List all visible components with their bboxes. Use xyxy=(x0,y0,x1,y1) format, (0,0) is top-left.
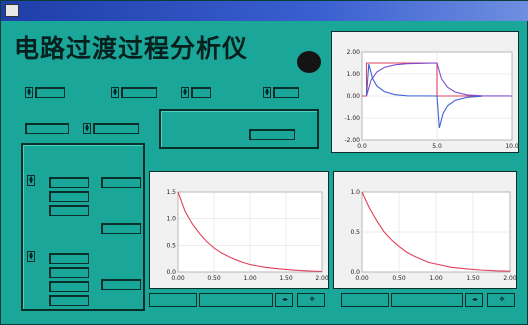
y-tick-label: 0.00 xyxy=(347,93,361,100)
x-tick-label: 5.0 xyxy=(432,143,442,150)
stepper-top-2[interactable]: ▲ ▼ xyxy=(111,87,119,98)
field-top-3[interactable] xyxy=(191,87,211,98)
x-tick-label: 1.50 xyxy=(466,275,480,282)
left-plot-readout xyxy=(199,293,273,307)
app-title: 电路过渡过程分析仪 xyxy=(14,34,249,63)
left-field-4[interactable] xyxy=(49,205,89,216)
left-control-panel: ▲ ▼ ▲ ▼ xyxy=(21,143,145,311)
right-plot-stepper[interactable]: ◂▸ xyxy=(465,293,483,307)
input-signal-panel: 0.0 5.0 10.0 2.00 1.00 0.00 -1.00 -2.00 xyxy=(331,31,519,153)
x-tick-label: 1.00 xyxy=(243,275,257,282)
y-tick-label: 0.0 xyxy=(166,269,176,276)
y-tick-label: 0.5 xyxy=(350,229,360,236)
left-field-6[interactable] xyxy=(49,253,89,264)
circuit-value-field[interactable] xyxy=(249,129,295,140)
left-plot-stepper[interactable]: ◂▸ xyxy=(275,293,293,307)
x-tick-label: 0.50 xyxy=(392,275,406,282)
left-field-2[interactable] xyxy=(101,177,141,188)
field-top-2[interactable] xyxy=(121,87,157,98)
left-plot-cursor[interactable] xyxy=(149,293,197,307)
y-tick-label: 0.5 xyxy=(166,242,176,249)
left-field-1[interactable] xyxy=(49,177,89,188)
x-tick-label: 2.00 xyxy=(503,275,517,282)
right-plot-zoom-icon[interactable]: ✥ xyxy=(487,293,515,307)
transient-curve-panel: 0.00 0.50 1.00 1.50 2.00 1.5 1.0 0.5 0.0 xyxy=(149,171,329,289)
input-signal-chart: 0.0 5.0 10.0 2.00 1.00 0.00 -1.00 -2.00 xyxy=(344,49,519,150)
run-button[interactable] xyxy=(297,51,321,73)
x-tick-label: 0.00 xyxy=(171,275,185,282)
y-tick-label: 2.00 xyxy=(347,49,361,56)
right-plot-cursor[interactable] xyxy=(341,293,389,307)
y-tick-label: 1.0 xyxy=(350,189,360,196)
series-line-1 xyxy=(177,191,323,273)
right-plot-readout xyxy=(391,293,463,307)
series-line-3 xyxy=(365,63,483,129)
title-bar xyxy=(1,1,528,21)
x-tick-label: 1.50 xyxy=(279,275,293,282)
field-mid-1[interactable] xyxy=(25,123,69,134)
y-tick-label: 1.00 xyxy=(347,71,361,78)
stepper-top-3[interactable]: ▲ ▼ xyxy=(181,87,189,98)
y-tick-label: -2.00 xyxy=(344,137,360,144)
y-tick-label: -1.00 xyxy=(344,115,360,122)
circuit-frame xyxy=(159,109,319,149)
x-tick-label: 0.00 xyxy=(355,275,369,282)
y-tick-label: 1.5 xyxy=(166,189,176,196)
series-line-1 xyxy=(361,191,511,272)
field-top-1[interactable] xyxy=(35,87,65,98)
left-field-7[interactable] xyxy=(49,267,89,278)
stepper-top-4[interactable]: ▲ ▼ xyxy=(263,87,271,98)
series-line-1 xyxy=(362,62,512,97)
left-field-5[interactable] xyxy=(101,223,141,234)
field-mid-2[interactable] xyxy=(93,123,139,134)
left-field-8[interactable] xyxy=(49,281,89,292)
y-tick-label: 0.0 xyxy=(350,269,360,276)
field-top-4[interactable] xyxy=(273,87,299,98)
app-icon xyxy=(5,4,19,17)
x-tick-label: 0.0 xyxy=(357,143,367,150)
stepper-left-2[interactable]: ▲ ▼ xyxy=(27,251,35,262)
left-field-9[interactable] xyxy=(101,279,141,290)
left-plot-zoom-icon[interactable]: ✥ xyxy=(297,293,325,307)
x-tick-label: 2.00 xyxy=(315,275,329,282)
x-tick-label: 0.50 xyxy=(207,275,221,282)
stepper-mid-2[interactable]: ▲ ▼ xyxy=(83,123,91,134)
exponential-fit-panel: 0.00 0.50 1.00 1.50 2.00 1.0 0.5 0.0 xyxy=(333,171,517,289)
stepper-top-1[interactable]: ▲ ▼ xyxy=(25,87,33,98)
x-tick-label: 10.0 xyxy=(505,143,519,150)
transient-curve-chart: 0.00 0.50 1.00 1.50 2.00 1.5 1.0 0.5 0.0 xyxy=(166,189,329,282)
y-tick-label: 1.0 xyxy=(166,216,176,223)
stepper-left-1[interactable]: ▲ ▼ xyxy=(27,175,35,186)
exponential-fit-chart: 0.00 0.50 1.00 1.50 2.00 1.0 0.5 0.0 xyxy=(350,189,517,282)
x-tick-label: 1.00 xyxy=(429,275,443,282)
left-field-3[interactable] xyxy=(49,191,89,202)
series-line-2 xyxy=(365,62,513,97)
left-field-10[interactable] xyxy=(49,295,89,306)
